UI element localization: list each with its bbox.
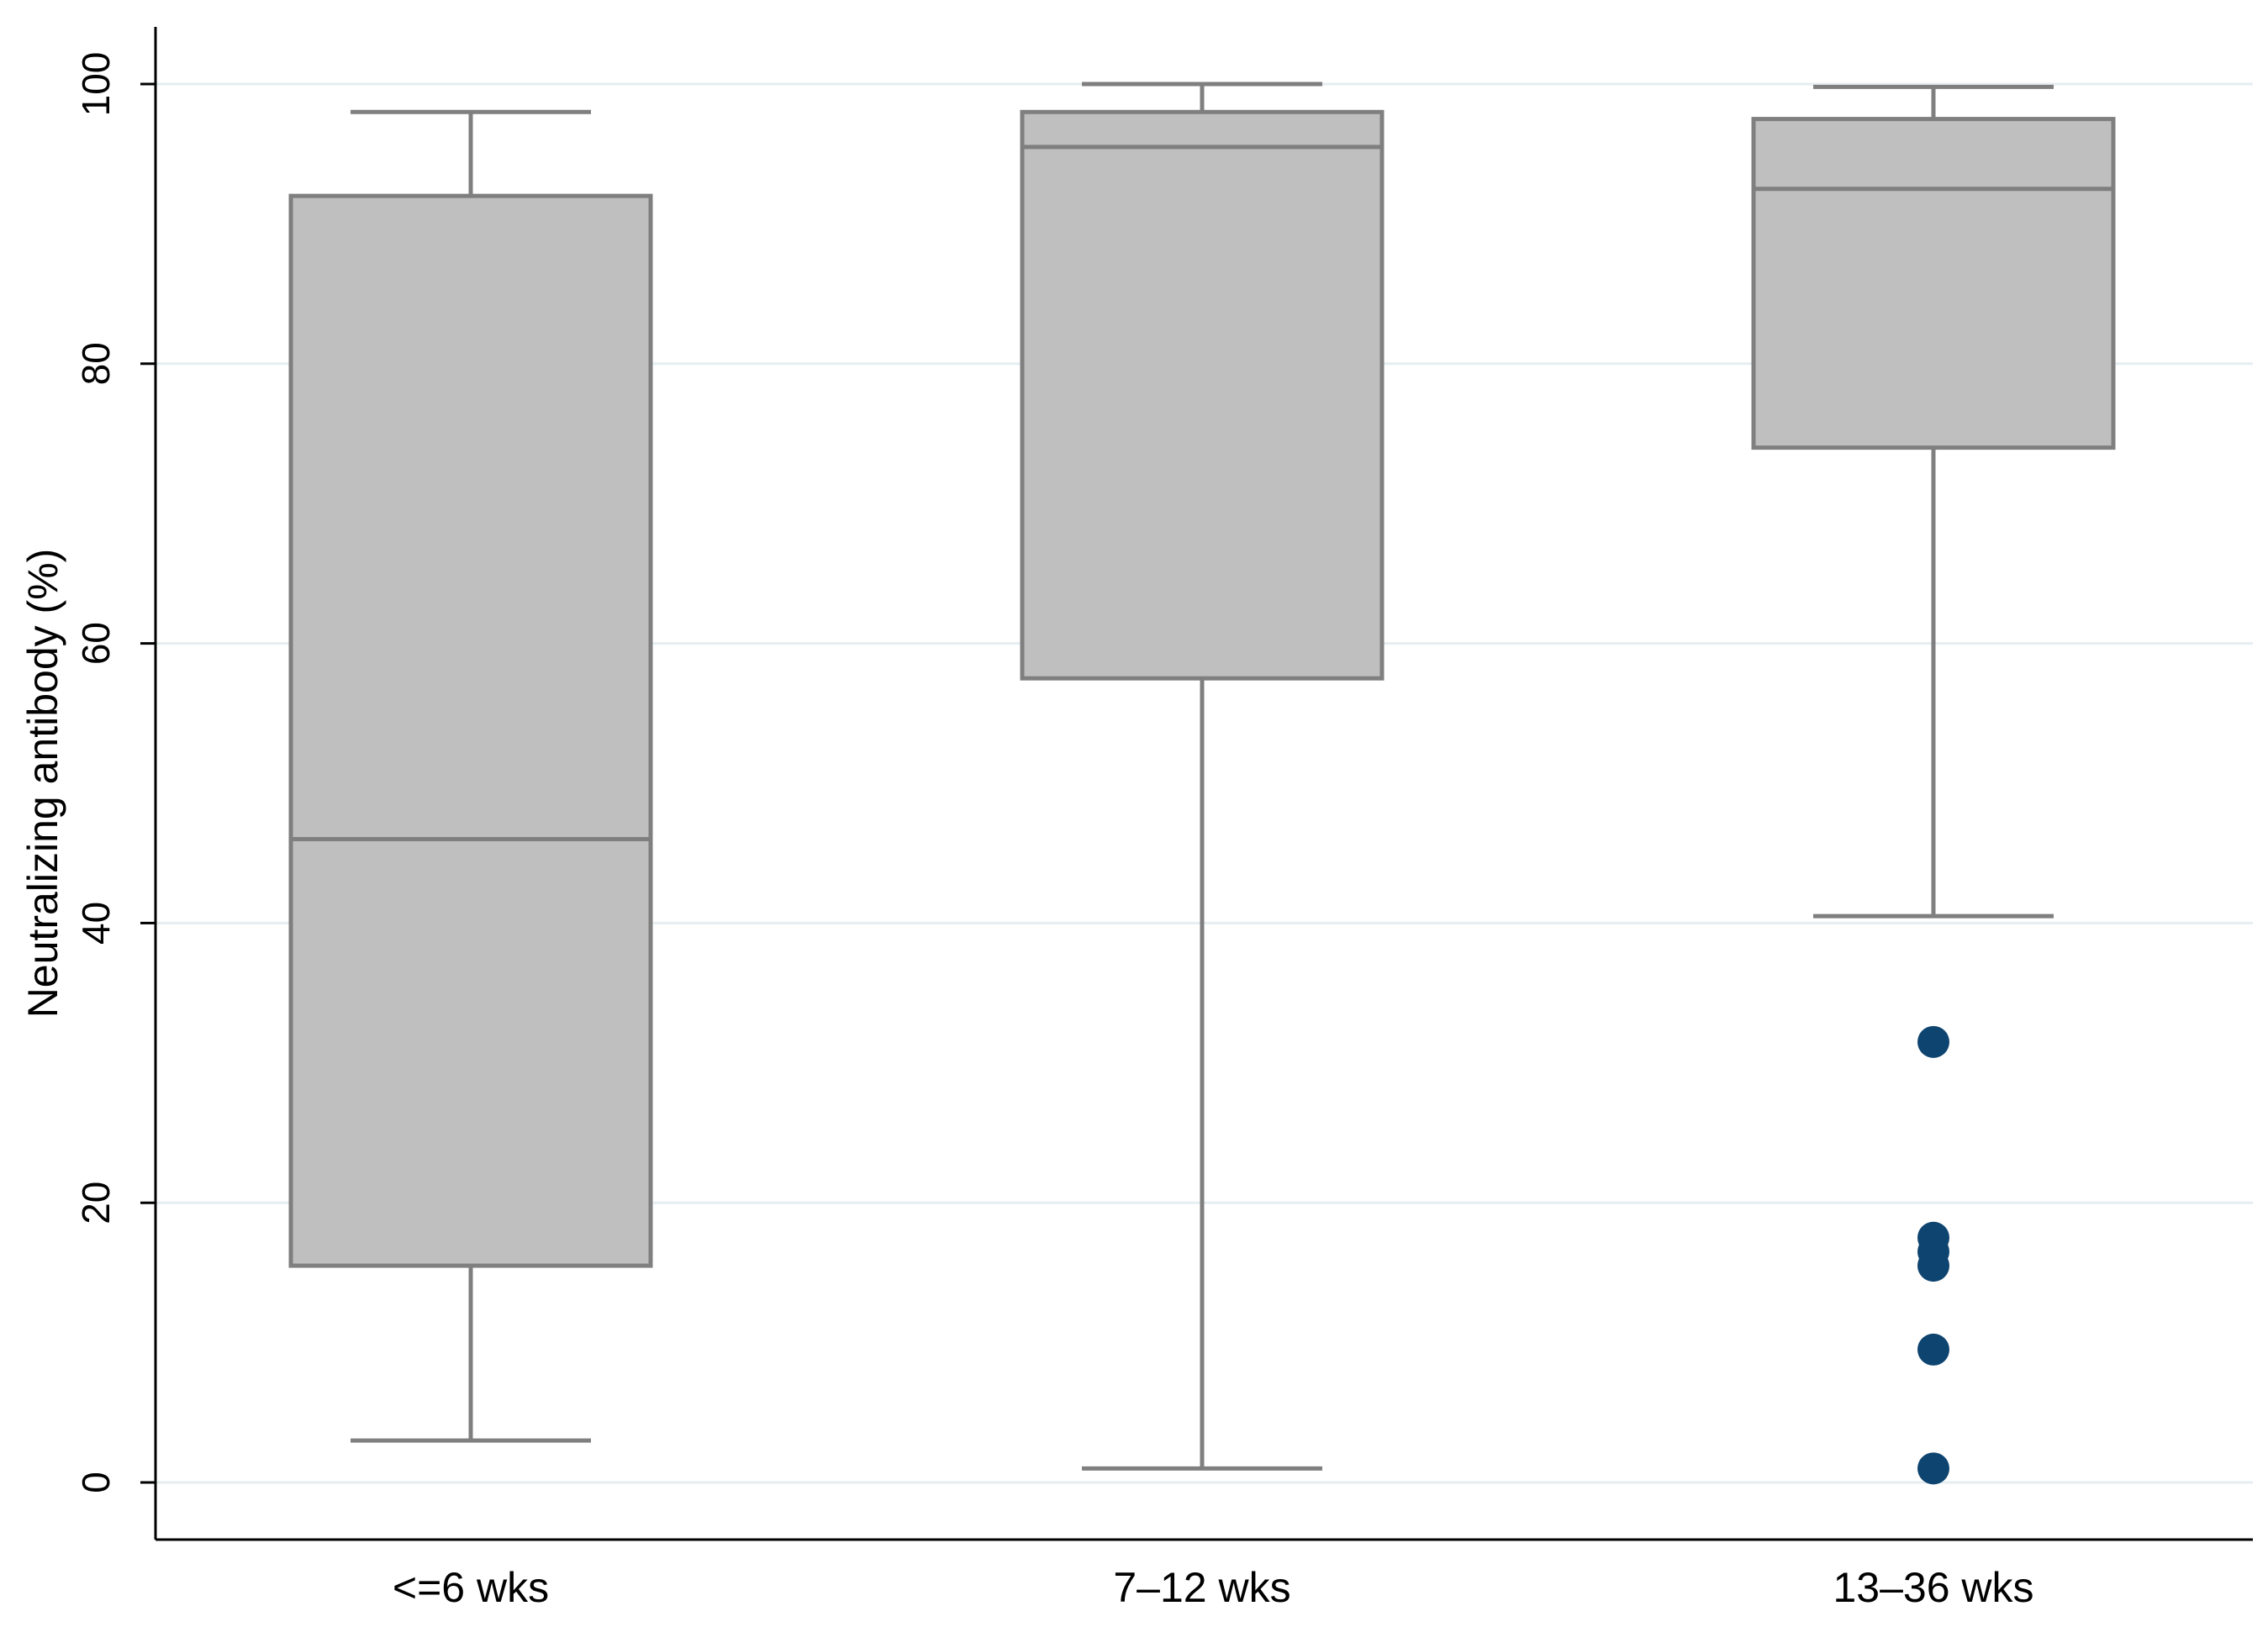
y-tick-label: 0	[74, 1472, 118, 1493]
box-group	[1020, 82, 1385, 1471]
y-tick-label: 80	[74, 342, 118, 385]
y-tick-label: 20	[74, 1182, 118, 1224]
box-group	[1751, 84, 2116, 1485]
box-iqr	[1751, 117, 2116, 450]
box-iqr	[288, 193, 653, 1268]
x-category-label: 7–12 wks	[1113, 1564, 1290, 1611]
axes	[154, 27, 2253, 1541]
x-category-label: <=6 wks	[393, 1564, 549, 1611]
outlier-point	[1917, 1250, 1949, 1282]
boxes	[288, 82, 2116, 1485]
x-category-labels: <=6 wks 7–12 wks 13–36 wks	[393, 1564, 2034, 1611]
y-tick-label: 40	[74, 902, 118, 945]
outlier-point	[1917, 1333, 1949, 1366]
outlier-point	[1917, 1025, 1949, 1058]
box-iqr	[1020, 109, 1385, 681]
x-category-label: 13–36 wks	[1833, 1564, 2033, 1611]
y-tick-label: 60	[74, 622, 118, 665]
y-axis-title: Neutralizing antibody (%)	[19, 549, 66, 1019]
y-ticks: 0 20 40 60 80 100	[74, 52, 156, 1493]
y-tick-label: 100	[74, 52, 118, 117]
outlier-point	[1917, 1452, 1949, 1485]
box-group	[288, 109, 653, 1443]
